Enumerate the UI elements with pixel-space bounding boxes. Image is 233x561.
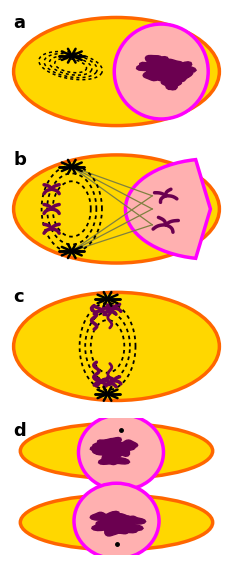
Polygon shape (90, 438, 120, 453)
Polygon shape (103, 440, 130, 458)
Polygon shape (161, 68, 193, 88)
Polygon shape (90, 511, 119, 528)
Ellipse shape (114, 24, 208, 119)
Polygon shape (154, 72, 187, 90)
Polygon shape (95, 440, 124, 456)
Polygon shape (93, 445, 122, 462)
Polygon shape (104, 513, 131, 531)
Wedge shape (125, 160, 210, 258)
Ellipse shape (14, 17, 219, 126)
Text: d: d (14, 422, 26, 440)
Polygon shape (155, 71, 188, 89)
Ellipse shape (20, 495, 213, 550)
Polygon shape (99, 451, 130, 465)
Polygon shape (137, 56, 172, 71)
Ellipse shape (14, 292, 219, 401)
Text: b: b (14, 151, 27, 169)
Polygon shape (159, 62, 192, 80)
Polygon shape (106, 440, 135, 457)
Polygon shape (117, 514, 146, 530)
Polygon shape (114, 518, 143, 534)
Ellipse shape (74, 483, 159, 559)
Polygon shape (106, 516, 135, 532)
Text: a: a (14, 13, 26, 31)
Polygon shape (92, 519, 120, 536)
Polygon shape (96, 513, 126, 528)
Ellipse shape (14, 155, 219, 263)
Ellipse shape (20, 424, 213, 479)
Polygon shape (138, 57, 173, 73)
Polygon shape (109, 440, 138, 456)
Text: c: c (14, 288, 24, 306)
Polygon shape (162, 59, 196, 76)
Ellipse shape (79, 415, 164, 490)
Polygon shape (106, 519, 137, 534)
Polygon shape (93, 438, 121, 454)
Polygon shape (140, 62, 173, 81)
